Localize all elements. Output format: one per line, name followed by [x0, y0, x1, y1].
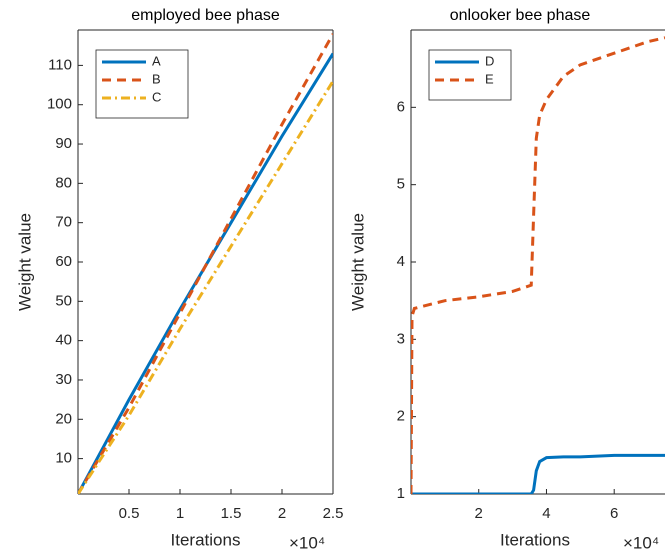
y-tick-label: 2: [397, 408, 405, 425]
y-tick-label: 6: [397, 98, 405, 115]
data-line: [411, 36, 665, 494]
y-tick-label: 100: [47, 96, 72, 113]
y-tick-label: 4: [397, 253, 405, 270]
x-axis-label: Iterations: [500, 530, 570, 549]
legend-label: A: [152, 53, 161, 68]
y-tick-label: 50: [55, 292, 72, 309]
data-line: [411, 453, 665, 494]
y-tick-label: 90: [55, 135, 72, 152]
y-tick-label: 110: [48, 56, 72, 73]
chart-title: onlooker bee phase: [450, 7, 591, 24]
data-line: [78, 33, 333, 494]
x-axis-label: Iterations: [171, 530, 241, 549]
y-tick-label: 10: [55, 450, 72, 467]
x-tick-label: 2: [475, 505, 483, 522]
y-tick-label: 70: [55, 214, 72, 231]
legend-label: E: [485, 71, 494, 86]
y-axis-label: Weight value: [15, 213, 34, 311]
y-tick-label: 1: [397, 485, 405, 502]
y-tick-label: 60: [55, 253, 72, 270]
legend-box: [95, 49, 189, 119]
y-tick-label: 3: [397, 330, 405, 347]
y-tick-label: 30: [55, 371, 72, 388]
x-tick-label: 1: [176, 505, 184, 522]
y-axis-label: Weight value: [348, 213, 367, 311]
y-tick-label: 5: [397, 176, 405, 193]
legend-box: [428, 49, 512, 101]
x-tick-label: 2.5: [323, 505, 344, 522]
y-tick-label: 40: [55, 332, 72, 349]
x-tick-label: 2: [278, 505, 286, 522]
x-tick-label: 4: [542, 505, 550, 522]
legend-label: B: [152, 71, 161, 86]
y-tick-label: 20: [55, 410, 72, 427]
x-tick-label: 1.5: [221, 505, 242, 522]
legend-label: D: [485, 53, 494, 68]
chart-title: employed bee phase: [131, 7, 280, 24]
subplot: 1 2 3 4 5 6 2 4 6 onlooker bee phase Iterations Wei…: [348, 7, 665, 552]
x-tick-label: 0.5: [119, 505, 140, 522]
axis-exponent: ×10⁴: [289, 533, 325, 552]
y-tick-label: 80: [55, 174, 72, 191]
axis-exponent: ×10⁴: [623, 533, 659, 552]
subplot: 10 20 30 40 50 60 70 80 90 100 110 0.5 1 1.5 2 2.5 emplo…: [15, 7, 343, 552]
x-tick-label: 6: [610, 505, 618, 522]
legend-label: C: [152, 89, 161, 104]
data-line: [78, 80, 333, 494]
